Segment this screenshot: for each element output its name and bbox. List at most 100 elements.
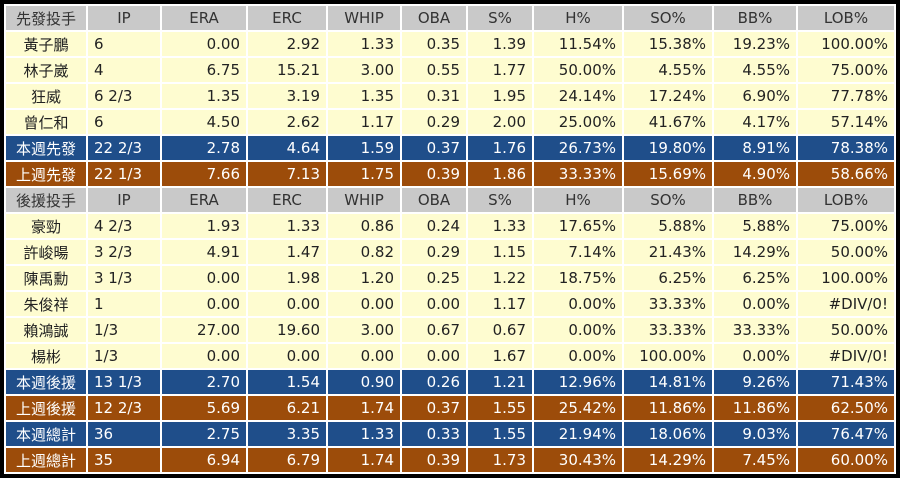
pitcher-row: 賴鴻誠 1/3 27.00 19.60 3.00 0.67 0.67 0.00% 33.33%… bbox=[4, 316, 896, 344]
stat-cell: 2.75 bbox=[160, 420, 248, 448]
section-header-row: 先發投手 IP ERA ERC WHIP OBA S% H% SO% BB% LOB% bbox=[4, 4, 896, 32]
stat-cell: 1.67 bbox=[466, 342, 534, 370]
stat-cell: 77.78% bbox=[796, 82, 896, 110]
stat-cell: 2.62 bbox=[246, 108, 328, 136]
stat-cell: 24.14% bbox=[532, 82, 624, 110]
stat-cell: 0.37 bbox=[400, 134, 468, 162]
stat-cell: 36 bbox=[86, 420, 162, 448]
stat-cell: 1.74 bbox=[326, 446, 402, 474]
stat-cell: 0.39 bbox=[400, 160, 468, 188]
stat-cell: 22 1/3 bbox=[86, 160, 162, 188]
stat-cell: 41.67% bbox=[622, 108, 714, 136]
row-label: 林子崴 bbox=[4, 56, 88, 84]
stat-cell: 1.33 bbox=[466, 212, 534, 240]
column-header: H% bbox=[532, 4, 624, 32]
stat-cell: 33.33% bbox=[622, 316, 714, 344]
stat-cell: 15.21 bbox=[246, 56, 328, 84]
stat-cell: 33.33% bbox=[532, 160, 624, 188]
stat-cell: 8.91% bbox=[712, 134, 798, 162]
stat-cell: 1.54 bbox=[246, 368, 328, 396]
last-week-total-row: 上週先發 22 1/3 7.66 7.13 1.75 0.39 1.86 33.33% 15.6… bbox=[4, 160, 896, 188]
row-label: 賴鴻誠 bbox=[4, 316, 88, 344]
stat-cell: 1/3 bbox=[86, 342, 162, 370]
stat-cell: 0.00 bbox=[326, 342, 402, 370]
row-label: 曾仁和 bbox=[4, 108, 88, 136]
section-header-row: 後援投手 IP ERA ERC WHIP OBA S% H% SO% BB% LOB% bbox=[4, 186, 896, 214]
stat-cell: 0.00% bbox=[532, 316, 624, 344]
stat-cell: 1.33 bbox=[326, 420, 402, 448]
stat-cell: 21.94% bbox=[532, 420, 624, 448]
stat-cell: 2.00 bbox=[466, 108, 534, 136]
section-title: 後援投手 bbox=[4, 186, 88, 214]
stat-cell: 1.17 bbox=[466, 290, 534, 318]
stat-cell: 5.69 bbox=[160, 394, 248, 422]
column-header: ERA bbox=[160, 186, 248, 214]
stat-cell: 7.14% bbox=[532, 238, 624, 266]
row-label: 上週後援 bbox=[4, 394, 88, 422]
stat-cell: 50.00% bbox=[796, 238, 896, 266]
this-week-total-row: 本週總計 36 2.75 3.35 1.33 0.33 1.55 21.94% 18.06% 9.… bbox=[4, 420, 896, 448]
stat-cell: 5.88% bbox=[712, 212, 798, 240]
row-label: 本週先發 bbox=[4, 134, 88, 162]
column-header: LOB% bbox=[796, 4, 896, 32]
stat-cell: 6 2/3 bbox=[86, 82, 162, 110]
stat-cell: 0.82 bbox=[326, 238, 402, 266]
stat-cell: 3.00 bbox=[326, 316, 402, 344]
stat-cell: 2.92 bbox=[246, 30, 328, 58]
row-label: 上週先發 bbox=[4, 160, 88, 188]
stat-cell: 11.86% bbox=[712, 394, 798, 422]
stat-cell: 6.90% bbox=[712, 82, 798, 110]
stat-cell: 1.98 bbox=[246, 264, 328, 292]
stat-cell: 0.25 bbox=[400, 264, 468, 292]
row-label: 狂威 bbox=[4, 82, 88, 110]
section-title: 先發投手 bbox=[4, 4, 88, 32]
stat-cell: 22 2/3 bbox=[86, 134, 162, 162]
stat-cell: 6.25% bbox=[712, 264, 798, 292]
stat-cell: 0.00 bbox=[246, 290, 328, 318]
stat-cell: 1.35 bbox=[160, 82, 248, 110]
stat-cell: 4 bbox=[86, 56, 162, 84]
stat-cell: 0.00% bbox=[532, 290, 624, 318]
stat-cell: 1.35 bbox=[326, 82, 402, 110]
stat-cell: 71.43% bbox=[796, 368, 896, 396]
stat-cell: 0.00% bbox=[712, 290, 798, 318]
stat-cell: 9.26% bbox=[712, 368, 798, 396]
row-label: 豪勁 bbox=[4, 212, 88, 240]
stat-cell: 35 bbox=[86, 446, 162, 474]
stat-cell: 6 bbox=[86, 30, 162, 58]
stat-cell: 0.31 bbox=[400, 82, 468, 110]
stat-cell: 19.80% bbox=[622, 134, 714, 162]
stat-cell: 1.55 bbox=[466, 420, 534, 448]
stat-cell: 18.06% bbox=[622, 420, 714, 448]
stat-cell: 1.76 bbox=[466, 134, 534, 162]
stat-cell: 4 2/3 bbox=[86, 212, 162, 240]
stat-cell: 57.14% bbox=[796, 108, 896, 136]
column-header: ERA bbox=[160, 4, 248, 32]
stat-cell: 1.59 bbox=[326, 134, 402, 162]
pitcher-row: 黃子鵬 6 0.00 2.92 1.33 0.35 1.39 11.54% 15.38% 19.2… bbox=[4, 30, 896, 58]
stat-cell: 50.00% bbox=[532, 56, 624, 84]
stat-cell: 25.42% bbox=[532, 394, 624, 422]
column-header: LOB% bbox=[796, 186, 896, 214]
stat-cell: 6.75 bbox=[160, 56, 248, 84]
stat-cell: 1.86 bbox=[466, 160, 534, 188]
stat-cell: 78.38% bbox=[796, 134, 896, 162]
stat-cell: 60.00% bbox=[796, 446, 896, 474]
stat-cell: 3.00 bbox=[326, 56, 402, 84]
column-header: BB% bbox=[712, 4, 798, 32]
stat-cell: 0.00 bbox=[400, 342, 468, 370]
pitcher-row: 林子崴 4 6.75 15.21 3.00 0.55 1.77 50.00% 4.55% 4.55… bbox=[4, 56, 896, 84]
stat-cell: 1.77 bbox=[466, 56, 534, 84]
pitcher-row: 許峻暘 3 2/3 4.91 1.47 0.82 0.29 1.15 7.14% 21.43% 1… bbox=[4, 238, 896, 266]
pitcher-row: 楊彬 1/3 0.00 0.00 0.00 0.00 1.67 0.00% 100.00% 0.… bbox=[4, 342, 896, 370]
stat-cell: 6.25% bbox=[622, 264, 714, 292]
stat-cell: 0.33 bbox=[400, 420, 468, 448]
stat-cell: 7.13 bbox=[246, 160, 328, 188]
stat-cell: 30.43% bbox=[532, 446, 624, 474]
stat-cell: 76.47% bbox=[796, 420, 896, 448]
row-label: 楊彬 bbox=[4, 342, 88, 370]
stat-cell: 1.21 bbox=[466, 368, 534, 396]
stat-cell: 0.00 bbox=[160, 264, 248, 292]
stat-cell: 0.29 bbox=[400, 238, 468, 266]
column-header: IP bbox=[86, 4, 162, 32]
